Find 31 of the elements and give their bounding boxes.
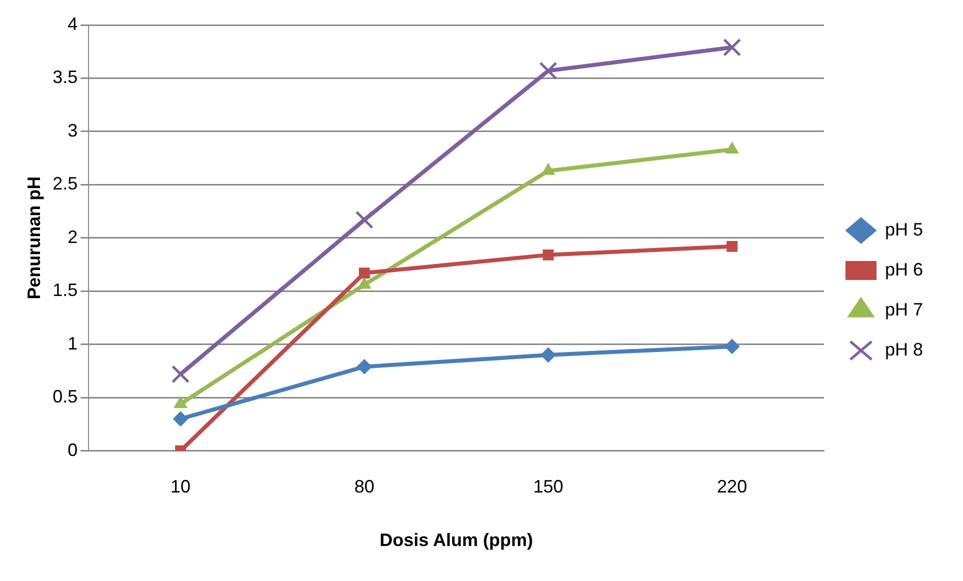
legend-label: pH 8: [884, 339, 924, 360]
y-tick-label: 2: [68, 226, 78, 247]
y-tick-label: 0: [68, 440, 78, 460]
x-tick-label: 80: [354, 476, 374, 497]
point: [356, 359, 372, 374]
y-tick-label: 0.5: [52, 386, 78, 407]
point: [540, 347, 556, 362]
point: [724, 338, 740, 354]
point: [358, 268, 370, 278]
y-tick-label: 1.5: [52, 280, 78, 300]
x-tick-label: 220: [717, 476, 748, 497]
legend-label: pH 5: [884, 219, 924, 240]
point: [725, 142, 739, 154]
point: [723, 38, 742, 56]
y-tick-label: 3: [68, 120, 78, 140]
x-tick-label: 10: [170, 476, 191, 497]
y-axis-title: Penurunan pH: [24, 176, 44, 300]
legend-label: pH 6: [884, 259, 924, 280]
x-axis-title: Dosis Alum (ppm): [380, 530, 533, 550]
y-tick-label: 1: [68, 333, 78, 354]
legend-label: pH 7: [884, 299, 924, 320]
point: [172, 365, 190, 384]
point: [539, 62, 558, 80]
x-tick-label: 150: [533, 476, 564, 497]
y-tick-label: 2.5: [52, 174, 78, 194]
point: [726, 240, 738, 252]
point: [542, 249, 554, 260]
y-tick-label: 3.5: [52, 67, 78, 88]
y-tick-label: 4: [68, 14, 78, 34]
point: [173, 411, 188, 426]
point: [355, 210, 374, 229]
